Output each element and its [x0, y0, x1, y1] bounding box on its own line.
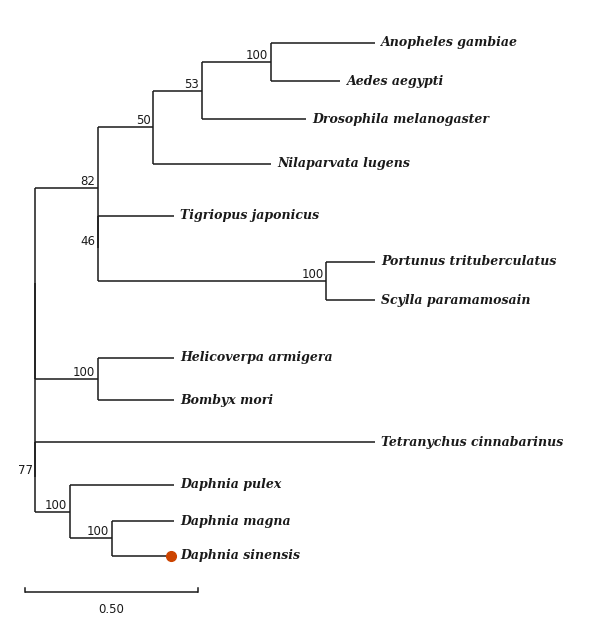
Text: Scylla paramamosain: Scylla paramamosain — [381, 294, 531, 307]
Text: 100: 100 — [73, 366, 95, 379]
Text: 77: 77 — [17, 464, 33, 477]
Text: Anopheles gambiae: Anopheles gambiae — [381, 36, 518, 49]
Text: Tigriopus japonicus: Tigriopus japonicus — [180, 209, 319, 222]
Text: 0.50: 0.50 — [99, 603, 125, 616]
Text: 46: 46 — [80, 235, 95, 248]
Text: Drosophila melanogaster: Drosophila melanogaster — [312, 113, 489, 126]
Text: Daphnia magna: Daphnia magna — [180, 514, 291, 527]
Text: 100: 100 — [87, 526, 109, 539]
Text: 82: 82 — [80, 175, 95, 188]
Text: Portunus trituberculatus: Portunus trituberculatus — [381, 255, 556, 268]
Text: 50: 50 — [136, 114, 150, 127]
Text: 100: 100 — [246, 49, 268, 62]
Text: 53: 53 — [184, 78, 199, 91]
Text: 100: 100 — [45, 499, 67, 511]
Text: Nilaparvata lugens: Nilaparvata lugens — [277, 157, 410, 170]
Text: 100: 100 — [301, 268, 324, 281]
Text: Daphnia sinensis: Daphnia sinensis — [180, 549, 300, 562]
Text: Daphnia pulex: Daphnia pulex — [180, 478, 282, 491]
Text: Aedes aegypti: Aedes aegypti — [346, 75, 444, 88]
Text: Helicoverpa armigera: Helicoverpa armigera — [180, 351, 333, 364]
Text: Bombyx mori: Bombyx mori — [180, 394, 273, 407]
Text: Tetranychus cinnabarinus: Tetranychus cinnabarinus — [381, 436, 564, 449]
